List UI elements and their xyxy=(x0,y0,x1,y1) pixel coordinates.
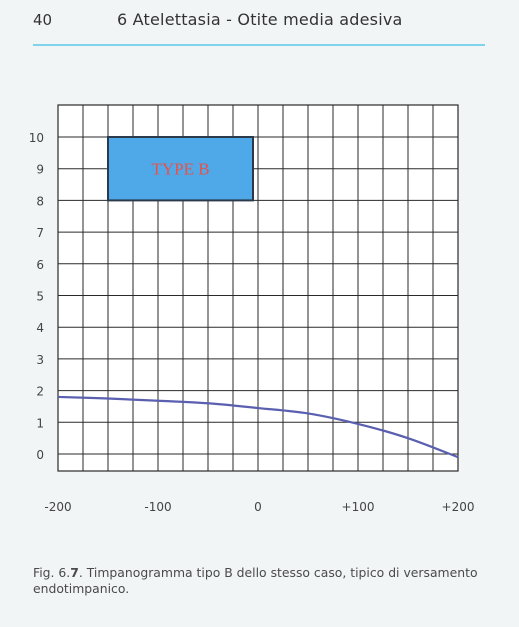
y-tick-label: 2 xyxy=(36,385,44,399)
y-tick-label: 9 xyxy=(36,163,44,177)
x-tick-label: +200 xyxy=(442,500,475,514)
series-group xyxy=(57,395,459,459)
chapter-title: 6 Atelettasia - Otite media adesiva xyxy=(117,10,403,29)
x-tick-label: 0 xyxy=(254,500,262,514)
y-tick-label: 1 xyxy=(36,416,44,430)
x-tick-label: -100 xyxy=(144,500,171,514)
y-tick-label: 5 xyxy=(36,290,44,304)
caption-text: . Timpanogramma tipo B dello stesso caso… xyxy=(33,565,478,596)
y-tick-label: 10 xyxy=(29,131,44,145)
x-tick-labels: -200 -100 0 +100 +200 xyxy=(44,500,474,514)
caption-prefix: Fig. 6. xyxy=(33,565,71,580)
tympanogram-chart: TYPE B 0 1 2 3 4 5 6 7 8 9 10 -200 -100 0 +100 +200 xyxy=(29,104,474,514)
type-annotation: TYPE B xyxy=(107,136,254,202)
page-header: 40 6 Atelettasia - Otite media adesiva xyxy=(0,0,519,46)
plot-frame xyxy=(57,104,459,472)
y-tick-label: 6 xyxy=(36,258,44,272)
x-tick-label: +100 xyxy=(342,500,375,514)
caption-number: 7 xyxy=(70,565,79,580)
annotation-box xyxy=(107,136,254,202)
page-number: 40 xyxy=(33,11,53,29)
y-tick-label: 0 xyxy=(36,448,44,462)
y-tick-label: 4 xyxy=(36,321,44,335)
y-tick-labels: 0 1 2 3 4 5 6 7 8 9 10 xyxy=(29,131,44,462)
y-tick-label: 3 xyxy=(36,353,44,367)
header-rule xyxy=(33,44,485,46)
y-tick-label: 8 xyxy=(36,194,44,208)
x-tick-label: -200 xyxy=(44,500,71,514)
annotation-label: TYPE B xyxy=(151,160,209,179)
y-tick-label: 7 xyxy=(36,226,44,240)
series-line xyxy=(57,395,459,459)
figure-caption: Fig. 6.7. Timpanogramma tipo B dello ste… xyxy=(33,565,503,597)
